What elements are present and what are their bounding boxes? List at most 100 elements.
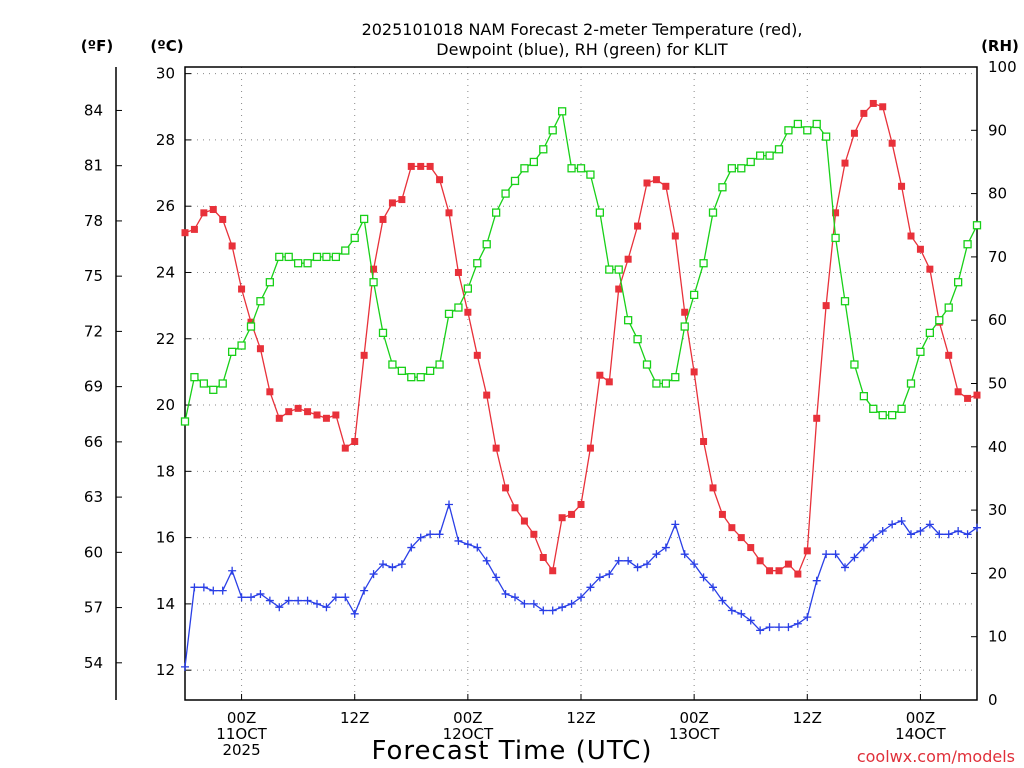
temperature-point bbox=[681, 308, 689, 316]
rh-point bbox=[859, 392, 869, 401]
rh-point bbox=[755, 151, 765, 160]
temperature-point bbox=[445, 209, 453, 217]
celsius-axis-unit: (ºC) bbox=[150, 37, 183, 55]
chart-title-line-2: Dewpoint (blue), RH (green) for KLIT bbox=[436, 40, 728, 59]
rh-point bbox=[444, 309, 454, 319]
celsius-tick-label: 14 bbox=[156, 595, 175, 613]
rh-point bbox=[510, 176, 520, 186]
rh-tick-labels: 0 10 20 30 40 50 60 70 80 90 100 bbox=[971, 58, 1017, 709]
temperature-point bbox=[407, 162, 415, 170]
rh-point bbox=[793, 119, 803, 129]
celsius-tick-label: 12 bbox=[156, 661, 175, 679]
temperature-point bbox=[228, 242, 236, 250]
dewpoint-point bbox=[275, 603, 284, 612]
temperature-point bbox=[219, 215, 227, 223]
temperature-point bbox=[360, 351, 368, 359]
temperature-point bbox=[624, 255, 632, 263]
temperature-point bbox=[747, 544, 755, 552]
fahrenheit-tick-label: 78 bbox=[84, 212, 103, 230]
rh-point bbox=[227, 347, 237, 357]
rh-point bbox=[397, 366, 407, 375]
dewpoint-point bbox=[237, 593, 246, 602]
temperature-point bbox=[850, 129, 858, 137]
temperature-point bbox=[473, 351, 481, 359]
time-tick-label: 12Z bbox=[340, 709, 369, 727]
dewpoint-point bbox=[199, 583, 208, 592]
temperature-point bbox=[700, 437, 708, 445]
dewpoint-point bbox=[878, 526, 887, 535]
temperature-point bbox=[238, 285, 246, 293]
temperature-point bbox=[313, 411, 321, 419]
rh-point bbox=[256, 297, 265, 306]
rh-point bbox=[482, 240, 491, 249]
dewpoint-point bbox=[944, 530, 953, 539]
dewpoint-point bbox=[369, 570, 378, 579]
temperature-point bbox=[275, 414, 283, 422]
temperature-point bbox=[520, 517, 528, 525]
temperature-point bbox=[549, 567, 557, 575]
rh-point bbox=[350, 233, 359, 243]
rh-point bbox=[633, 335, 642, 344]
dewpoint-point bbox=[463, 540, 472, 549]
dewpoint-point bbox=[567, 599, 576, 608]
fahrenheit-tick-label: 69 bbox=[84, 378, 103, 396]
dewpoint-point bbox=[859, 543, 868, 552]
rh-point bbox=[246, 322, 256, 331]
temperature-point bbox=[775, 567, 783, 575]
dewpoint-point bbox=[190, 583, 199, 592]
rh-point bbox=[737, 164, 746, 173]
rh-tick-label: 0 bbox=[988, 691, 998, 709]
temperature-point bbox=[492, 444, 500, 452]
rh-point bbox=[473, 259, 482, 268]
rh-point bbox=[869, 404, 878, 413]
rh-point bbox=[803, 126, 812, 135]
time-tick-label: 11OCT bbox=[216, 725, 267, 743]
dewpoint-point bbox=[869, 533, 878, 542]
dewpoint-point bbox=[775, 623, 783, 632]
rh-point bbox=[623, 316, 633, 325]
rh-point bbox=[265, 278, 275, 287]
rh-axis-unit: (RH) bbox=[981, 37, 1019, 55]
temperature-point bbox=[577, 500, 585, 508]
dewpoint-point bbox=[888, 520, 897, 529]
dewpoint-point bbox=[492, 573, 501, 582]
celsius-tick-label: 28 bbox=[156, 131, 175, 149]
celsius-tick-label: 24 bbox=[156, 263, 175, 281]
dewpoint-point bbox=[454, 536, 463, 545]
dewpoint-point bbox=[388, 563, 397, 572]
temperature-point bbox=[322, 414, 330, 422]
dewpoint-point bbox=[661, 543, 670, 552]
dewpoint-point bbox=[850, 553, 859, 562]
temperature-point bbox=[351, 437, 359, 445]
temperature-point bbox=[784, 560, 792, 568]
dewpoint-point bbox=[529, 599, 538, 608]
temperature-point bbox=[436, 176, 444, 184]
celsius-tick-label: 26 bbox=[156, 197, 175, 215]
temperature-point bbox=[709, 484, 717, 492]
dewpoint-point bbox=[709, 583, 717, 592]
temperature-series bbox=[181, 99, 981, 578]
rh-tick-label: 90 bbox=[988, 121, 1007, 139]
rh-point bbox=[765, 151, 774, 160]
dewpoint-point bbox=[586, 583, 595, 592]
dewpoint-point bbox=[265, 596, 274, 605]
rh-tick-label: 20 bbox=[988, 564, 1007, 582]
dewpoint-point bbox=[416, 533, 425, 542]
chart-title-line-1: 2025101018 NAM Forecast 2-meter Temperat… bbox=[362, 20, 803, 39]
dewpoint-point bbox=[539, 606, 548, 615]
temperature-point bbox=[483, 391, 491, 399]
dewpoint-point bbox=[680, 550, 689, 559]
temperature-point bbox=[898, 182, 906, 190]
fahrenheit-tick-label: 75 bbox=[84, 267, 103, 285]
temperature-point bbox=[568, 510, 576, 518]
rh-point bbox=[359, 214, 369, 224]
temperature-point bbox=[417, 162, 425, 170]
rh-point bbox=[887, 410, 897, 420]
temperature-point bbox=[502, 484, 510, 492]
fahrenheit-tick-label: 72 bbox=[84, 322, 103, 340]
dewpoint-point bbox=[209, 586, 218, 595]
rh-point bbox=[218, 379, 227, 388]
temperature-point bbox=[888, 139, 896, 147]
celsius-tick-label: 18 bbox=[156, 462, 175, 480]
rh-point bbox=[661, 379, 671, 388]
